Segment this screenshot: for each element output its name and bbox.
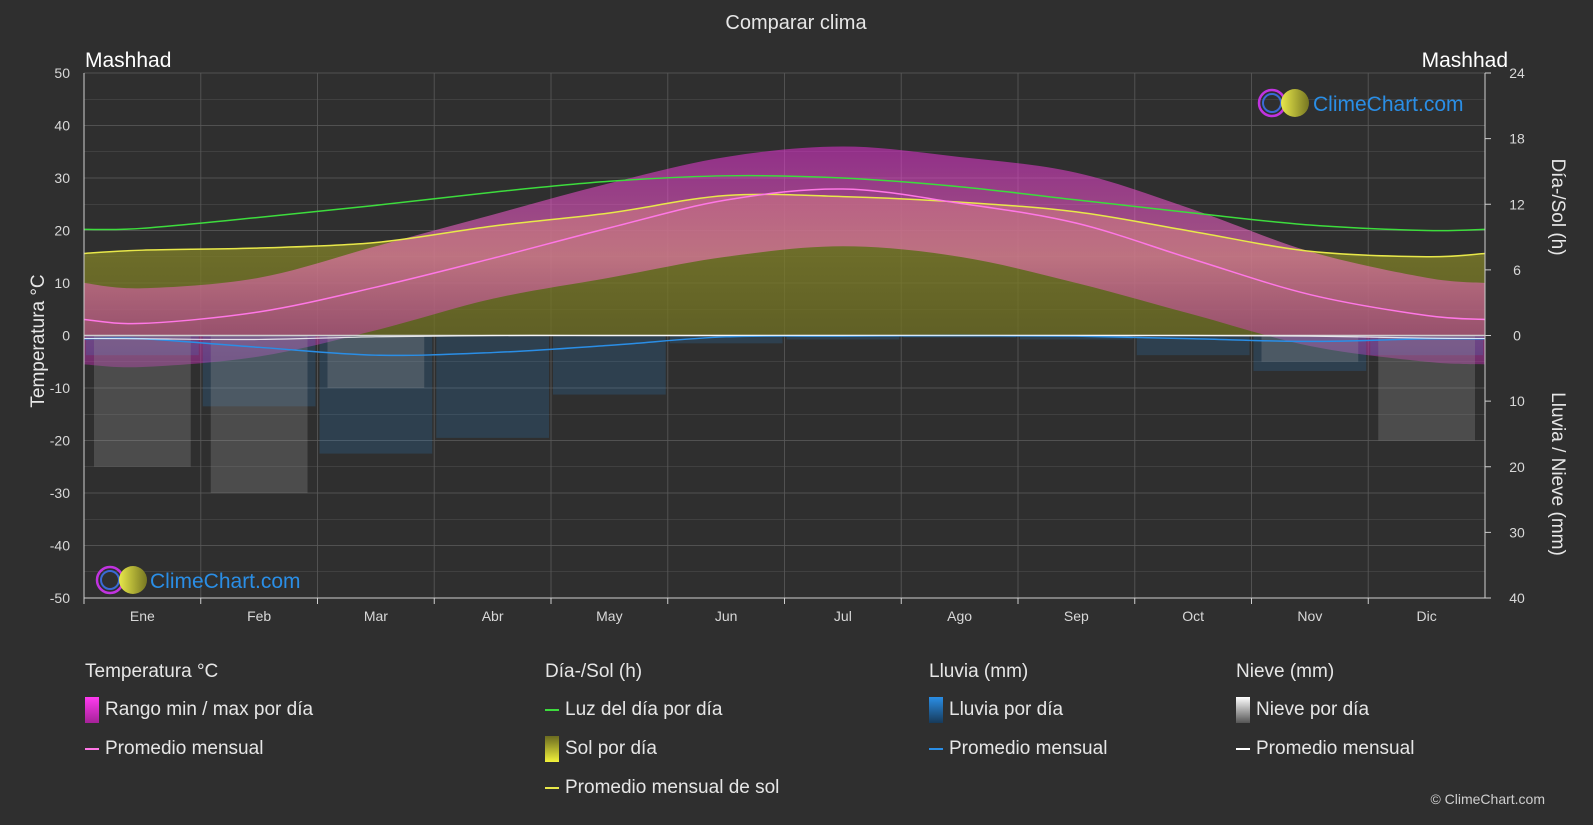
legend-snow-title: Nieve (mm) xyxy=(1236,661,1335,682)
snow-bar xyxy=(1378,335,1475,441)
logo-bottom: ClimeChart.com xyxy=(95,565,301,595)
x-tick-label: Oct xyxy=(1182,608,1204,624)
yellow-line-icon xyxy=(545,786,559,789)
y-right-top-tick-label: 6 xyxy=(1513,262,1521,278)
legend-rain-title: Lluvia (mm) xyxy=(929,661,1029,682)
sunshine-avg-line xyxy=(83,193,1486,258)
pink-line-icon xyxy=(85,747,99,750)
legend-sun-avg: Promedio mensual de sol xyxy=(545,768,779,807)
y-left-tick-label: 30 xyxy=(54,170,70,186)
legend-sun: Día-/Sol (h) Luz del día por día Sol por… xyxy=(545,660,779,807)
legend-sun-daily: Sol por día xyxy=(545,729,779,768)
snow-bar xyxy=(210,335,308,493)
y-left-tick-label: -40 xyxy=(50,538,70,554)
legend-sun-avg-label: Promedio mensual de sol xyxy=(565,776,780,798)
legend-sun-daily-label: Sol por día xyxy=(565,737,657,759)
rain-bar xyxy=(553,335,666,395)
legend-temp-range: Rango min / max por día xyxy=(85,690,313,729)
magenta-gradient-box-icon xyxy=(85,696,99,723)
x-tick-label: Feb xyxy=(247,608,271,624)
y-right-bottom-tick-label: 30 xyxy=(1509,524,1525,540)
blue-line-icon xyxy=(929,747,943,750)
y-left-tick-label: -30 xyxy=(50,485,70,501)
y-right-bottom-tick-label: 10 xyxy=(1509,393,1525,409)
snow-avg-line xyxy=(83,334,1486,341)
legend-rain: Lluvia (mm) Lluvia por día Promedio mens… xyxy=(929,660,1107,768)
y-left-tick-label: -10 xyxy=(50,380,70,396)
right-axis-bottom-label: Lluvia / Nieve (mm) xyxy=(1547,392,1568,556)
legend-rain-avg-label: Promedio mensual xyxy=(949,737,1108,759)
copyright: © ClimeChart.com xyxy=(1430,791,1545,807)
white-gradient-box-icon xyxy=(1236,696,1250,723)
y-left-tick-label: -50 xyxy=(50,590,70,606)
y-right-top-tick-label: 18 xyxy=(1509,131,1525,147)
green-line-icon xyxy=(545,708,559,711)
rain-bar xyxy=(903,335,1016,338)
x-tick-label: Ago xyxy=(947,608,972,624)
snow-bar xyxy=(327,335,425,388)
y-right-bottom-tick-label: 40 xyxy=(1509,590,1525,606)
y-left-tick-label: 50 xyxy=(54,65,70,81)
y-left-tick-label: 10 xyxy=(54,275,70,291)
plot-area: 50 40 30 20 10 0 -10 -20 -30 -40 -50 24 18 12 6 0 10 20 30… xyxy=(50,65,1525,624)
legend: Temperatura °C Rango min / max por día P… xyxy=(0,660,1593,810)
location-left: Mashhad xyxy=(85,49,171,72)
y-right-top-tick-label: 0 xyxy=(1513,328,1521,344)
snow-bar xyxy=(1261,335,1359,362)
y-right-top-tick-label: 12 xyxy=(1509,196,1525,212)
location-right: Mashhad xyxy=(1422,49,1508,72)
legend-rain-daily-label: Lluvia por día xyxy=(949,698,1064,720)
y-left-tick-label: 0 xyxy=(62,328,70,344)
legend-snow-avg: Promedio mensual xyxy=(1236,729,1414,768)
logo-bottom-text: ClimeChart.com xyxy=(150,570,301,593)
x-tick-label: Dic xyxy=(1417,608,1437,624)
daylight-line xyxy=(83,174,1486,232)
legend-temp-avg-label: Promedio mensual xyxy=(105,737,264,759)
legend-temp-range-label: Rango min / max por día xyxy=(105,698,314,720)
y-right-top-tick-label: 24 xyxy=(1509,65,1525,81)
white-line-icon xyxy=(1236,747,1250,750)
temperature-range-band xyxy=(84,146,1485,368)
x-tick-label: Jul xyxy=(834,608,852,624)
x-tick-label: May xyxy=(596,608,622,624)
legend-snow-avg-label: Promedio mensual xyxy=(1256,737,1415,759)
legend-temperature-title: Temperatura °C xyxy=(85,661,219,682)
yellow-gradient-box-icon xyxy=(545,735,559,762)
y-left-tick-label: -20 xyxy=(50,433,70,449)
x-tick-label: Sep xyxy=(1064,608,1089,624)
legend-daylight-label: Luz del día por día xyxy=(565,698,723,720)
chart-title: Comparar clima xyxy=(725,12,867,34)
x-tick-label: Jun xyxy=(715,608,738,624)
x-tick-label: Abr xyxy=(482,608,504,624)
temperature-avg-line xyxy=(83,188,1486,325)
legend-sun-title: Día-/Sol (h) xyxy=(545,661,643,682)
legend-rain-avg: Promedio mensual xyxy=(929,729,1107,768)
x-tick-label: Nov xyxy=(1297,608,1322,624)
legend-snow-daily: Nieve por día xyxy=(1236,690,1414,729)
x-tick-label: Mar xyxy=(364,608,388,624)
legend-temperature: Temperatura °C Rango min / max por día P… xyxy=(85,660,313,768)
rain-bar xyxy=(1370,335,1483,356)
right-axis-top-label: Día-/Sol (h) xyxy=(1547,158,1568,255)
legend-daylight: Luz del día por día xyxy=(545,690,779,729)
rain-bar xyxy=(786,335,900,340)
y-left-tick-label: 20 xyxy=(54,223,70,239)
legend-temp-avg: Promedio mensual xyxy=(85,729,313,768)
logo-top-text: ClimeChart.com xyxy=(1313,93,1464,116)
rain-bar xyxy=(1136,335,1250,356)
snow-bar xyxy=(94,335,191,467)
climate-chart: Comparar clima Mashhad Mashhad 50 40 30 20 1… xyxy=(28,12,1568,624)
y-left-tick-label: 40 xyxy=(54,118,70,134)
legend-rain-daily: Lluvia por día xyxy=(929,690,1107,729)
legend-snow-daily-label: Nieve por día xyxy=(1256,698,1370,720)
logo-top: ClimeChart.com xyxy=(1257,88,1464,118)
x-tick-label: Ene xyxy=(130,608,155,624)
blue-gradient-box-icon xyxy=(929,696,943,723)
y-right-bottom-tick-label: 20 xyxy=(1509,459,1525,475)
legend-snow: Nieve (mm) Nieve por día Promedio mensua… xyxy=(1236,660,1414,768)
rain-bar xyxy=(669,335,783,344)
left-axis-label: Temperatura °C xyxy=(28,274,49,407)
rain-bar xyxy=(1020,335,1133,340)
